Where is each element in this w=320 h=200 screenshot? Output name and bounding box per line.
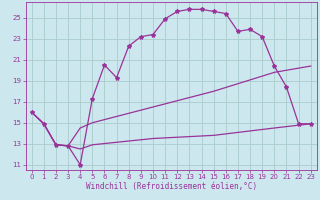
X-axis label: Windchill (Refroidissement éolien,°C): Windchill (Refroidissement éolien,°C) bbox=[86, 182, 257, 191]
